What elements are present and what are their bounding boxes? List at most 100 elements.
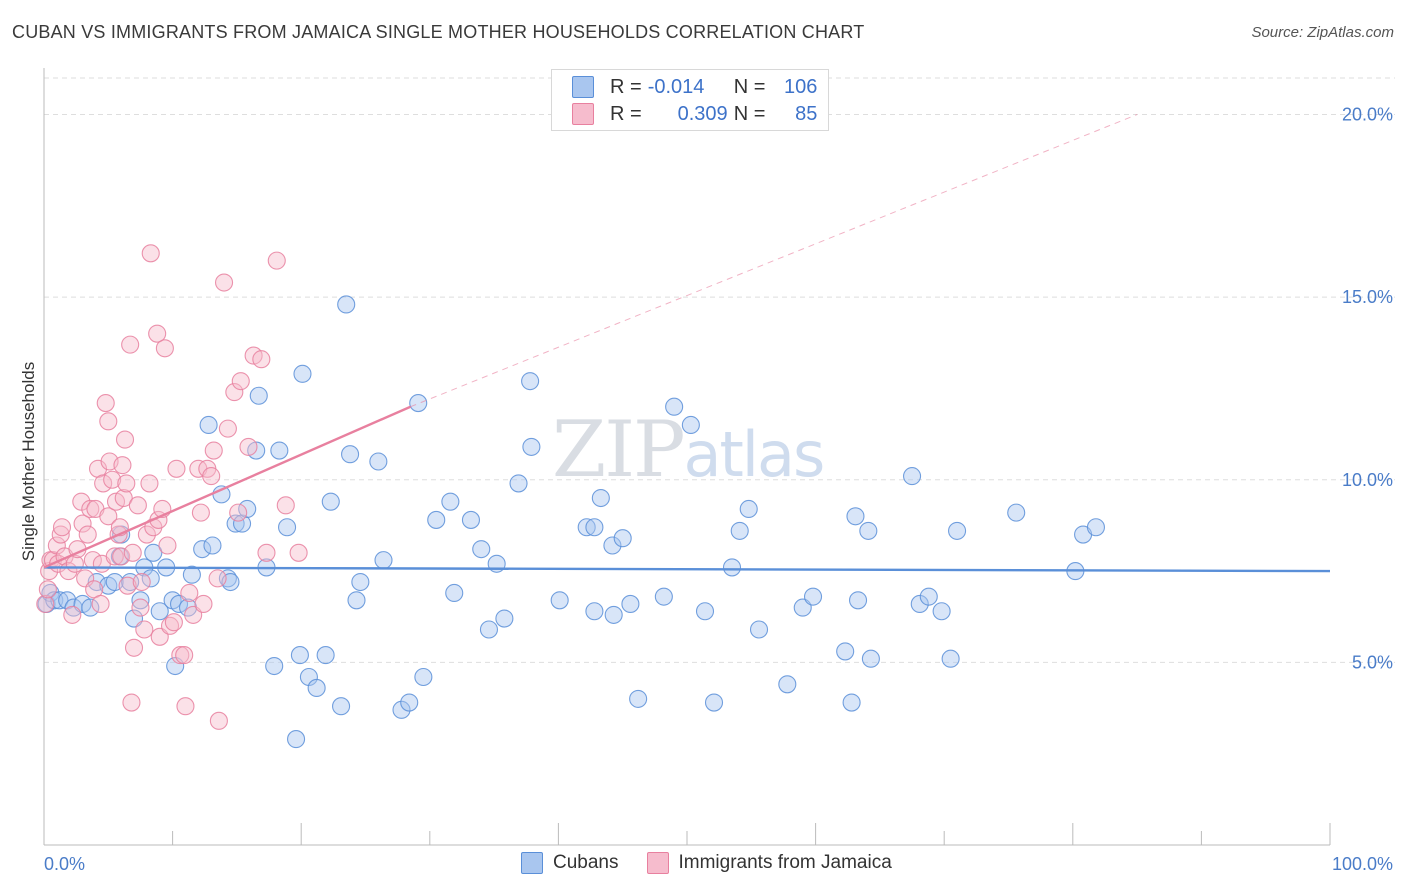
data-point bbox=[910, 594, 929, 613]
data-point bbox=[115, 430, 135, 449]
legend-n-value: 106 bbox=[784, 75, 818, 98]
trend-line-cubans bbox=[43, 566, 1331, 573]
data-point bbox=[585, 518, 604, 537]
bottom-legend-label-jamaica: Immigrants from Jamaica bbox=[678, 852, 892, 873]
data-point bbox=[124, 638, 144, 657]
data-point bbox=[392, 700, 411, 719]
data-point bbox=[171, 646, 190, 665]
data-point bbox=[38, 580, 57, 599]
data-point bbox=[118, 576, 137, 595]
data-point bbox=[249, 386, 268, 405]
data-point bbox=[337, 295, 356, 314]
y-tick-label: 20.0% bbox=[1342, 105, 1393, 125]
legend-r-label: R = bbox=[610, 102, 642, 125]
x-tick-label: 100.0% bbox=[1332, 854, 1393, 874]
data-point bbox=[164, 613, 183, 632]
data-point bbox=[414, 667, 433, 687]
data-point bbox=[603, 536, 622, 555]
data-point bbox=[121, 335, 140, 354]
legend-swatch-jamaica bbox=[572, 103, 594, 125]
data-point bbox=[307, 678, 326, 697]
data-point bbox=[730, 521, 749, 540]
data-point bbox=[199, 415, 218, 435]
legend-swatch-cubans bbox=[572, 76, 594, 98]
series-cubans bbox=[37, 295, 1105, 749]
legend-r-value: -0.014 bbox=[647, 75, 705, 98]
legend-r-value: 0.309 bbox=[677, 102, 728, 125]
y-tick-label: 15.0% bbox=[1342, 287, 1393, 307]
data-point bbox=[842, 693, 861, 712]
data-point bbox=[265, 656, 284, 676]
watermark-zip: ZIP bbox=[552, 405, 685, 495]
data-point bbox=[803, 587, 823, 606]
data-point bbox=[472, 540, 491, 559]
data-point bbox=[778, 675, 797, 694]
data-point bbox=[155, 339, 174, 358]
data-point bbox=[257, 543, 276, 562]
trend-line-jamaica bbox=[43, 405, 411, 569]
legend-row-jamaica: R = 0.309 N = 85 bbox=[572, 101, 817, 127]
data-point bbox=[739, 499, 758, 519]
data-point bbox=[167, 459, 186, 478]
data-point bbox=[209, 711, 228, 730]
bottom-legend-label-cubans: Cubans bbox=[553, 852, 619, 873]
data-point bbox=[902, 467, 922, 486]
data-point bbox=[238, 499, 257, 519]
data-point bbox=[479, 620, 499, 639]
data-point bbox=[231, 372, 250, 391]
data-point bbox=[369, 452, 388, 471]
data-point bbox=[585, 602, 604, 621]
data-point bbox=[202, 467, 221, 486]
data-point bbox=[509, 474, 528, 493]
data-point bbox=[208, 569, 227, 588]
data-point bbox=[114, 488, 133, 508]
data-point bbox=[135, 620, 154, 639]
data-point bbox=[176, 697, 195, 716]
data-point bbox=[351, 572, 370, 592]
data-point bbox=[73, 514, 92, 533]
data-point bbox=[226, 514, 245, 533]
data-point bbox=[848, 591, 868, 610]
data-point bbox=[141, 569, 160, 588]
bottom-legend-jamaica: Immigrants from Jamaica bbox=[646, 852, 892, 874]
data-point bbox=[316, 646, 335, 665]
data-point bbox=[654, 587, 673, 606]
data-point bbox=[400, 693, 419, 712]
data-point bbox=[122, 693, 141, 712]
data-point bbox=[704, 693, 724, 712]
data-point bbox=[919, 587, 938, 606]
data-point bbox=[36, 594, 55, 613]
data-point bbox=[347, 591, 366, 610]
watermark-atlas: atlas bbox=[683, 418, 826, 491]
legend-row-cubans: R = -0.014 N = 106 bbox=[572, 74, 817, 100]
data-point bbox=[218, 419, 237, 438]
data-point bbox=[629, 689, 648, 708]
data-point bbox=[180, 583, 199, 603]
data-point bbox=[1007, 503, 1026, 522]
data-point bbox=[409, 394, 428, 413]
series-points bbox=[36, 244, 1105, 749]
data-point bbox=[204, 441, 223, 460]
data-point bbox=[63, 605, 82, 624]
data-point bbox=[861, 649, 880, 668]
data-point bbox=[117, 474, 136, 493]
data-point bbox=[441, 492, 460, 511]
data-point bbox=[749, 620, 769, 639]
data-point bbox=[137, 525, 156, 544]
data-point bbox=[96, 394, 115, 413]
y-axis-label: Single Mother Households bbox=[19, 362, 38, 561]
data-point bbox=[270, 441, 289, 460]
data-point bbox=[81, 499, 100, 519]
data-point bbox=[445, 583, 464, 603]
y-tick-label: 5.0% bbox=[1352, 652, 1393, 672]
trend-line-extension bbox=[410, 114, 1138, 408]
data-point bbox=[103, 470, 122, 489]
axes bbox=[43, 68, 1331, 846]
legend-n-label: N = bbox=[733, 75, 766, 98]
data-point bbox=[140, 474, 159, 493]
data-point bbox=[287, 730, 306, 749]
data-point bbox=[91, 594, 110, 613]
data-point bbox=[203, 536, 222, 555]
x-tick-label: 0.0% bbox=[44, 854, 85, 874]
legend: R = -0.014 N = 106 R = 0.309 N = 85 bbox=[551, 69, 829, 131]
